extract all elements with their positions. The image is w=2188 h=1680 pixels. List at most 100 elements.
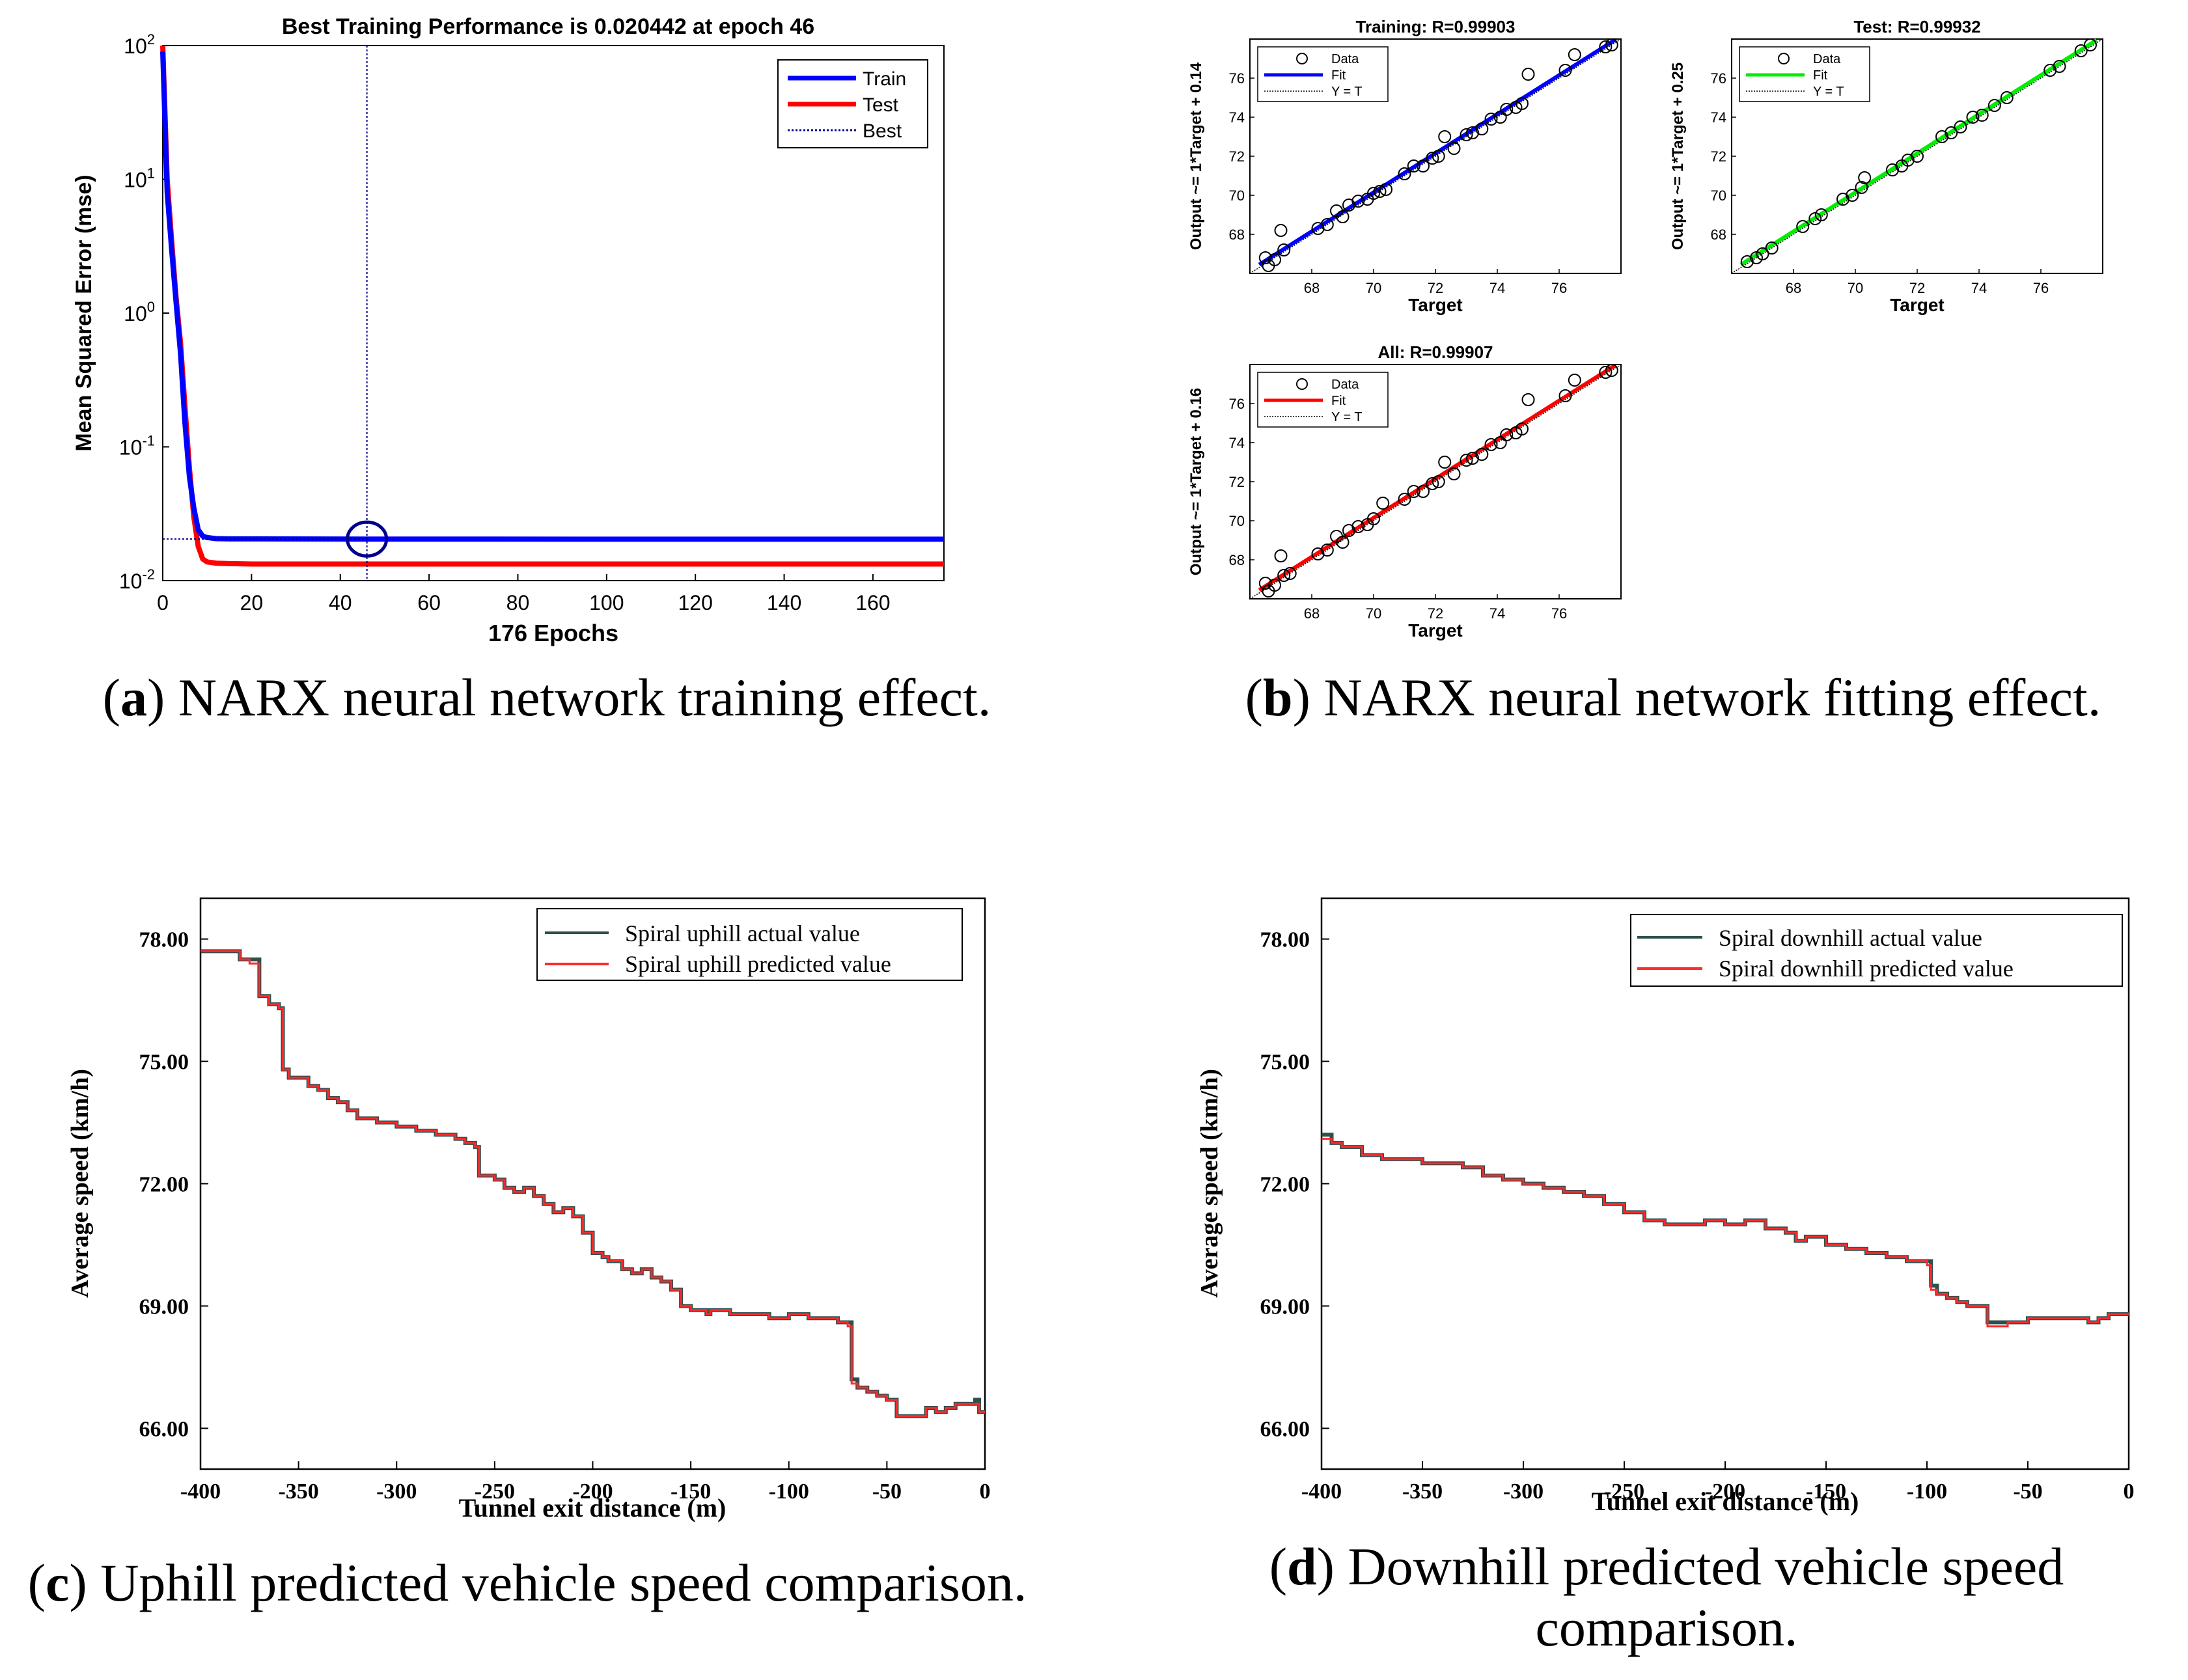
chart-b1-xtick-label: 70 xyxy=(1366,280,1381,296)
chart-b1-ylabel: Output ~= 1*Target + 0.14 xyxy=(1187,62,1205,250)
chart-b1-xlabel: Target xyxy=(1408,295,1463,315)
chart-c-xtick-label: -350 xyxy=(278,1480,318,1504)
chart-d-xtick-label: -100 xyxy=(1907,1480,1947,1504)
chart-b3-xtick-label: 68 xyxy=(1304,605,1320,622)
chart-b3-ytick-label: 70 xyxy=(1229,513,1245,529)
chart-c-ytick-label: 75.00 xyxy=(139,1051,189,1075)
chart-b3-ytick-label: 68 xyxy=(1229,552,1245,568)
chart-b2-data-point xyxy=(2053,60,2066,73)
chart-b1-data-point xyxy=(1516,97,1529,110)
chart-b2-data-point xyxy=(2000,91,2014,104)
chart-b1-legend: Data Fit Y = T xyxy=(1257,46,1389,102)
chart-b1-legend-data: Data xyxy=(1331,52,1359,66)
chart-b3-xtick-label: 74 xyxy=(1489,605,1505,622)
chart-b3-data-point xyxy=(1320,544,1334,557)
chart-b1-data-point xyxy=(1274,224,1288,237)
chart-a-ytick-label: 10-1 xyxy=(119,433,155,460)
chart-b3-regression-plot: All: R=0.99907 68 70 72 74 76 68 70 72 74 76 Target… xyxy=(1187,342,1622,640)
chart-a-legend-train: Train xyxy=(863,68,906,90)
chart-b2-data-point xyxy=(1911,150,1924,163)
chart-b2-data-point xyxy=(1796,220,1810,233)
chart-d-legend: Spiral downhill actual value Spiral down… xyxy=(1630,914,2123,987)
chart-c-plot-area xyxy=(199,897,986,1470)
chart-b2-ytick-label: 74 xyxy=(1711,109,1726,126)
chart-b2-data-point xyxy=(1987,99,2001,112)
chart-b1-legend-identity: Y = T xyxy=(1331,85,1363,99)
chart-b3-legend-data: Data xyxy=(1331,378,1359,392)
chart-c-ytick-label: 69.00 xyxy=(139,1295,189,1319)
chart-b2-data-point xyxy=(1765,241,1779,255)
chart-d-ylabel: Average speed (km/h) xyxy=(1196,1069,1223,1298)
chart-a-ylabel: Mean Squared Error (mse) xyxy=(72,174,96,451)
chart-b3-data-point xyxy=(1484,438,1498,451)
chart-b2-identity-line xyxy=(1731,38,2103,274)
chart-a-legend: Train Test Best xyxy=(777,59,928,148)
chart-b3-data-point xyxy=(1426,477,1439,490)
chart-b3-data-point xyxy=(1417,485,1430,498)
chart-d-legend-predicted: Spiral downhill predicted value xyxy=(1719,956,2014,982)
chart-b2-regression-plot: Test: R=0.99932 68 70 72 74 76 68 70 72 74 76 Targe… xyxy=(1669,17,2103,315)
chart-b3-data-point xyxy=(1274,549,1288,562)
chart-b3-data-point xyxy=(1351,520,1365,533)
chart-b1-data-point xyxy=(1447,142,1461,155)
chart-b2-legend: Data Fit Y = T xyxy=(1739,46,1870,102)
chart-b1-ytick-label: 74 xyxy=(1229,109,1245,126)
chart-d-xtick-label: -350 xyxy=(1402,1480,1443,1504)
chart-b1-title: Training: R=0.99903 xyxy=(1356,17,1516,36)
chart-b1-fit-line xyxy=(1258,38,1616,267)
chart-b1-ytick-label: 76 xyxy=(1229,70,1245,87)
chart-c-ytick-label: 72.00 xyxy=(139,1173,189,1197)
chart-d-xtick-label: -300 xyxy=(1503,1480,1544,1504)
chart-c-xtick-label: -100 xyxy=(769,1480,809,1504)
chart-b2-data-point xyxy=(1935,130,1948,143)
chart-b1-ytick-label: 68 xyxy=(1229,227,1245,243)
chart-a-xtick-label: 40 xyxy=(329,591,352,614)
chart-b3-data-point xyxy=(1500,428,1514,441)
chart-b1-data-point xyxy=(1500,103,1514,116)
chart-b1-data-point xyxy=(1407,159,1420,172)
chart-b3-data-point xyxy=(1605,364,1618,377)
chart-b3-ytick-label: 76 xyxy=(1229,396,1245,412)
chart-b3-data-point xyxy=(1376,497,1390,510)
chart-b2-data-point xyxy=(1858,171,1872,184)
chart-d-xtick-label: -400 xyxy=(1301,1480,1342,1504)
chart-b3-xtick-label: 76 xyxy=(1551,605,1567,622)
chart-b1-data-point xyxy=(1558,64,1572,77)
chart-b1-data-point xyxy=(1605,38,1618,51)
chart-d-xlabel: Tunnel exit distance (m) xyxy=(1592,1487,1859,1516)
caption-a: (a) NARX neural network training effect. xyxy=(102,668,991,727)
chart-b2-ytick-label: 70 xyxy=(1711,187,1726,204)
chart-a-legend-test: Test xyxy=(863,94,899,116)
chart-b1-data-point xyxy=(1417,159,1430,172)
chart-d-legend-actual: Spiral downhill actual value xyxy=(1719,925,1982,951)
chart-b1-xtick-label: 72 xyxy=(1428,280,1443,296)
chart-b3-data-point xyxy=(1599,366,1613,379)
chart-b1-xtick-label: 68 xyxy=(1304,280,1320,296)
chart-b3-xlabel: Target xyxy=(1408,620,1463,640)
chart-b3-data-point xyxy=(1407,485,1420,498)
chart-a-xlabel: 176 Epochs xyxy=(488,620,618,646)
chart-c-legend-actual: Spiral uphill actual value xyxy=(625,920,860,946)
chart-a-xtick-label: 100 xyxy=(589,591,624,614)
chart-b3-data-point xyxy=(1475,448,1489,461)
chart-b3-data-point xyxy=(1568,374,1581,387)
chart-c-series-predicted xyxy=(201,950,985,1418)
chart-b1-data-point xyxy=(1351,195,1365,208)
chart-b1-identity-line xyxy=(1249,38,1622,274)
chart-b1-data-point xyxy=(1336,210,1350,223)
chart-d-ytick-label: 69.00 xyxy=(1260,1295,1310,1319)
chart-b2-legend-identity: Y = T xyxy=(1813,85,1844,99)
chart-b1-data-point xyxy=(1379,183,1392,196)
chart-b3-data-point xyxy=(1558,389,1572,402)
chart-c-xtick-label: -150 xyxy=(671,1480,711,1504)
chart-b3-data-point xyxy=(1521,393,1535,406)
chart-a-xtick-label: 80 xyxy=(506,591,530,614)
chart-b3-data-point xyxy=(1516,422,1529,435)
chart-b1-data-point xyxy=(1460,128,1473,141)
chart-b2-xtick-label: 76 xyxy=(2033,280,2049,296)
chart-d-ytick-label: 75.00 xyxy=(1260,1051,1310,1075)
chart-b3-legend-identity: Y = T xyxy=(1331,410,1363,424)
chart-c-uphill: -400 -350 -300 -250 -200 -150 -100 -50 0 78.00 75.… xyxy=(66,897,991,1522)
chart-b2-data-point xyxy=(1756,247,1769,260)
